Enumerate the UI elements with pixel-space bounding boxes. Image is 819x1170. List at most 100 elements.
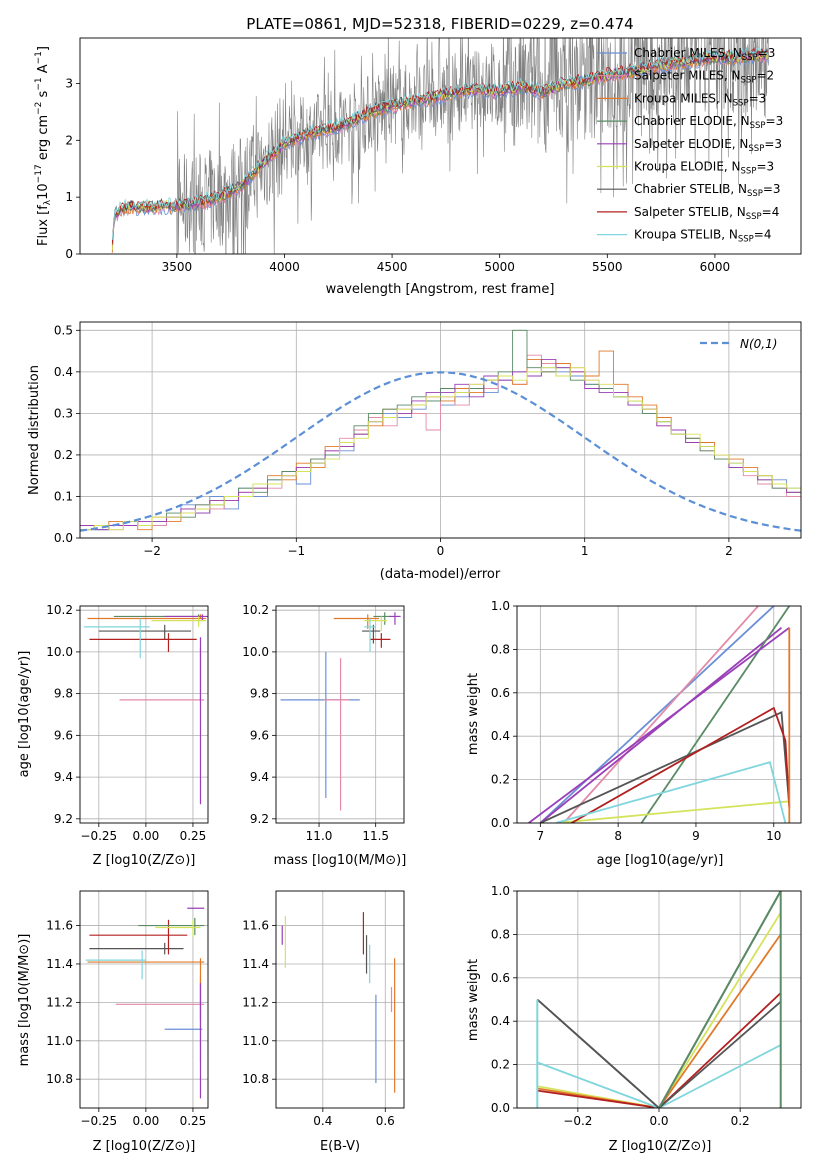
legend-eq: =2 bbox=[756, 69, 774, 83]
axes-frame bbox=[79, 605, 209, 824]
legend-entry: Chabrier STELIB, NSSP=3 bbox=[634, 182, 781, 199]
x-tick-label: 0 bbox=[437, 544, 445, 558]
y-axis-label-part: A bbox=[36, 64, 51, 77]
x-axis-label: (data-model)/error bbox=[380, 567, 501, 582]
x-tick-label: 0.00 bbox=[133, 829, 160, 843]
x-tick-label: −2 bbox=[143, 544, 161, 558]
age-vs-z-panel: −0.25 0.00 0.25 9.2 9.4 9.6 9.8 10.0 10.2 Z [log1… bbox=[17, 603, 209, 868]
y-tick-label: 0.2 bbox=[54, 448, 73, 462]
legend-text: Kroupa MILES, N bbox=[634, 91, 733, 105]
legend-text: Kroupa ELODIE, N bbox=[634, 160, 741, 174]
y-axis-label-part: −2 bbox=[34, 102, 44, 115]
x-tick-label: 7 bbox=[537, 829, 545, 843]
weight-age-line bbox=[571, 706, 791, 823]
model-spectrum-line bbox=[111, 46, 769, 240]
y-tick-label: 11.2 bbox=[46, 995, 73, 1009]
legend-entry: Salpeter ELODIE, NSSP=3 bbox=[634, 137, 782, 154]
x-tick-label: 0.6 bbox=[376, 1114, 395, 1128]
x-tick-label: 0.25 bbox=[180, 829, 207, 843]
weight-age-line bbox=[640, 606, 791, 823]
y-tick-label: 9.8 bbox=[250, 687, 269, 701]
y-tick-label: 3 bbox=[65, 76, 73, 90]
histogram-step bbox=[80, 350, 801, 531]
y-tick-label: 10.0 bbox=[46, 645, 73, 659]
x-tick-label: 3500 bbox=[162, 260, 193, 274]
x-tick-label: 5500 bbox=[592, 260, 623, 274]
x-tick-label: 9 bbox=[692, 829, 700, 843]
x-axis-label: age [log10(age/yr)] bbox=[597, 853, 724, 868]
weight-age-line bbox=[539, 627, 783, 823]
legend-text: Salpeter ELODIE, N bbox=[634, 137, 748, 151]
y-axis-label-part: ] bbox=[36, 46, 51, 51]
y-axis-label: mass [log10(M/M⊙)] bbox=[17, 934, 32, 1067]
weight-age-line bbox=[563, 606, 759, 823]
x-tick-label: 11.5 bbox=[362, 829, 389, 843]
y-tick-label: 11.4 bbox=[46, 957, 73, 971]
y-tick-label: 9.6 bbox=[250, 728, 269, 742]
weight-z-line bbox=[536, 1044, 782, 1108]
y-tick-label: 9.8 bbox=[54, 687, 73, 701]
legend-entry: Chabrier ELODIE, NSSP=3 bbox=[634, 114, 783, 131]
legend-text: Salpeter STELIB, N bbox=[634, 205, 746, 219]
legend-sub: SSP bbox=[741, 167, 757, 177]
y-tick-label: 0.2 bbox=[491, 1058, 510, 1072]
y-tick-label: 10.8 bbox=[46, 1072, 73, 1086]
y-tick-label: 9.2 bbox=[54, 812, 73, 826]
plot-area bbox=[280, 612, 401, 811]
y-tick-label: 0 bbox=[65, 247, 73, 261]
legend-text: Chabrier STELIB, N bbox=[634, 182, 747, 196]
legend-sub: SSP bbox=[746, 212, 762, 222]
weight-z-line bbox=[658, 891, 782, 1108]
y-tick-label: 11.0 bbox=[242, 1034, 269, 1048]
legend-eq: =3 bbox=[766, 114, 784, 128]
x-tick-label: 2 bbox=[725, 544, 733, 558]
weight-age-line bbox=[528, 626, 790, 823]
histogram-step bbox=[80, 367, 801, 531]
weight-age-line bbox=[555, 800, 790, 823]
legend-text: Kroupa STELIB, N bbox=[634, 228, 738, 242]
x-tick-label: 11.0 bbox=[306, 829, 333, 843]
y-tick-label: 0.1 bbox=[54, 489, 73, 503]
x-tick-label: 5000 bbox=[484, 260, 515, 274]
weight-z-line bbox=[537, 992, 782, 1108]
legend-sub: SSP bbox=[742, 53, 758, 63]
legend-sub: SSP bbox=[738, 235, 754, 245]
axes-frame bbox=[275, 605, 405, 824]
x-tick-label: 8 bbox=[614, 829, 622, 843]
y-axis-label-part: s bbox=[36, 90, 51, 101]
y-tick-label: 10.2 bbox=[242, 603, 269, 617]
legend-sub: SSP bbox=[748, 144, 764, 154]
weight-z-line bbox=[536, 998, 782, 1108]
legend-eq: =3 bbox=[764, 137, 782, 151]
x-axis-label: Z [log10(Z/Z⊙)] bbox=[93, 853, 196, 868]
y-tick-label: 11.4 bbox=[242, 957, 269, 971]
legend-eq: =3 bbox=[756, 160, 774, 174]
x-tick-label: 0.2 bbox=[731, 1114, 750, 1128]
spectrum-panel: 3500 4000 4500 5000 5500 6000 0 1 2 3 wavelength [… bbox=[34, 37, 802, 297]
x-tick-label: 0.0 bbox=[649, 1114, 668, 1128]
x-tick-label: −1 bbox=[287, 544, 305, 558]
histogram-step bbox=[80, 367, 801, 531]
y-axis-label: mass weight bbox=[466, 673, 481, 755]
y-tick-label: 1.0 bbox=[491, 884, 510, 898]
plot-area bbox=[85, 907, 205, 1099]
x-axis-label: Z [log10(Z/Z⊙)] bbox=[609, 1139, 712, 1154]
mass-vs-z-panel: −0.25 0.00 0.25 10.8 11.0 11.2 11.4 11.6 Z [log1… bbox=[17, 890, 209, 1154]
mass-vs-ebv-panel: 0.4 0.6 10.8 11.0 11.2 11.4 11.6 E(B-V) bbox=[242, 890, 405, 1154]
legend-eq: =3 bbox=[763, 182, 781, 196]
x-tick-label: 0.4 bbox=[313, 1114, 332, 1128]
legend-entry: Kroupa ELODIE, NSSP=3 bbox=[634, 160, 774, 177]
legend-sub: SSP bbox=[750, 121, 766, 131]
y-axis-label-part: Flux [f bbox=[36, 205, 51, 246]
y-tick-label: 0.4 bbox=[54, 365, 73, 379]
legend-entry: Chabrier MILES, NSSP=3 bbox=[634, 46, 775, 63]
plot-area bbox=[281, 912, 396, 1093]
y-axis-label: Normed distribution bbox=[27, 365, 42, 495]
x-tick-label: −0.2 bbox=[563, 1114, 592, 1128]
legend-text: Chabrier ELODIE, N bbox=[634, 114, 750, 128]
weight-vs-age-panel: 7 8 9 10 0.0 0.2 0.4 0.6 0.8 1.0 age [log10(age/yr… bbox=[466, 599, 802, 868]
y-axis-label: age [log10(age/yr)] bbox=[17, 651, 32, 778]
y-tick-label: 10.2 bbox=[46, 603, 73, 617]
legend-eq: =3 bbox=[758, 46, 776, 60]
x-axis-label: E(B-V) bbox=[320, 1139, 360, 1154]
